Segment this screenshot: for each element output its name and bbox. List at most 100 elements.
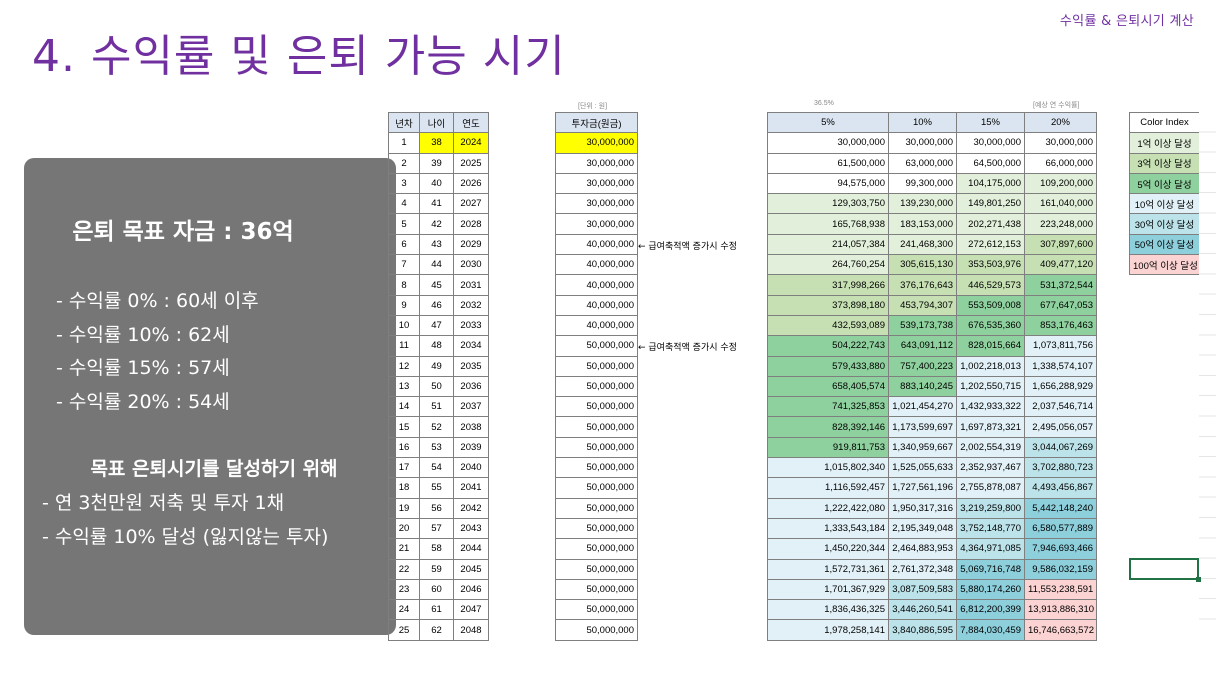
return-cell: 13,913,886,310 <box>1024 599 1097 621</box>
table-cell: 17 <box>388 457 420 479</box>
table-row: 919,811,753 1,340,959,667 2,002,554,319 3,0… <box>767 436 1097 459</box>
table-cell: 2044 <box>453 538 489 560</box>
return-cell: 1,202,550,715 <box>956 375 1025 398</box>
table-cell: 47 <box>419 314 454 337</box>
return-cell: 9,586,032,159 <box>1024 558 1097 580</box>
table-row: 579,433,880 757,400,223 1,002,218,013 1,338… <box>767 355 1097 377</box>
table-cell: 2026 <box>453 172 489 195</box>
table-cell: 52 <box>419 416 454 438</box>
return-cell: 307,897,600 <box>1024 233 1097 256</box>
return-cell: 741,325,853 <box>767 396 889 418</box>
table-row: 15 52 2038 <box>388 416 489 438</box>
table-cell: 2034 <box>453 335 489 357</box>
table-cell: 43 <box>419 233 454 256</box>
table-row: 50,000,000 <box>555 355 638 377</box>
column-header: 15% <box>956 111 1025 134</box>
return-cell: 61,500,000 <box>767 152 889 174</box>
return-line: - 수익률 10% : 62세 <box>56 324 230 346</box>
return-cell: 1,450,220,344 <box>767 538 889 560</box>
investment-cell: 50,000,000 <box>555 517 638 540</box>
return-cell: 5,069,716,748 <box>956 558 1025 580</box>
table-row: 50,000,000 <box>555 558 638 580</box>
investment-cell: 50,000,000 <box>555 578 638 601</box>
return-cell: 1,978,258,141 <box>767 619 889 641</box>
rate-label: [예상 연 수익률] <box>1033 102 1080 109</box>
return-cell: 161,040,000 <box>1024 193 1097 215</box>
table-cell: 2045 <box>453 558 489 580</box>
color-index-item: 5억 이상 달성 <box>1129 172 1200 195</box>
investment-cell: 30,000,000 <box>555 152 638 174</box>
table-row: 17 54 2040 <box>388 457 489 479</box>
table-row: 50,000,000 <box>555 416 638 438</box>
table-cell: 2 <box>388 152 420 174</box>
investment-note: ← 급여축적액 증가시 수정 <box>638 343 737 354</box>
table-cell: 20 <box>388 517 420 540</box>
table-row: 20 57 2043 <box>388 517 489 540</box>
investment-cell: 50,000,000 <box>555 457 638 479</box>
column-header: 10% <box>888 111 957 134</box>
investment-table: 투자금(원금) 30,000,000 30,000,000 30,000,000 30… <box>555 111 638 641</box>
table-cell: 2025 <box>453 152 489 174</box>
return-cell: 1,432,933,322 <box>956 396 1025 418</box>
table-row: 1 38 2024 <box>388 132 489 154</box>
table-cell: 38 <box>419 132 454 154</box>
return-cell: 3,840,886,595 <box>888 619 957 641</box>
table-cell: 2048 <box>453 619 489 641</box>
table-cell: 3 <box>388 172 420 195</box>
table-cell: 2024 <box>453 132 489 154</box>
table-row: 165,768,938 183,153,000 202,271,438 223,248… <box>767 213 1097 235</box>
table-row: 214,057,384 241,468,300 272,612,153 307,897… <box>767 233 1097 256</box>
table-cell: 41 <box>419 193 454 215</box>
table-cell: 2036 <box>453 375 489 398</box>
table-row: 50,000,000 <box>555 599 638 621</box>
return-cell: 1,340,959,667 <box>888 436 957 459</box>
table-row: 1,333,543,184 2,195,349,048 3,752,148,770 6… <box>767 517 1097 540</box>
table-row: 5 42 2028 <box>388 213 489 235</box>
table-cell: 46 <box>419 294 454 316</box>
table-row: 50,000,000 <box>555 477 638 499</box>
investment-cell: 40,000,000 <box>555 274 638 296</box>
return-cell: 165,768,938 <box>767 213 889 235</box>
investment-cell: 50,000,000 <box>555 335 638 357</box>
table-cell: 9 <box>388 294 420 316</box>
table-cell: 2032 <box>453 294 489 316</box>
column-header: 5% <box>767 111 889 134</box>
table-row: 19 56 2042 <box>388 497 489 519</box>
table-row: 1,222,422,080 1,950,317,316 3,219,259,800 5… <box>767 497 1097 519</box>
return-cell: 504,222,743 <box>767 335 889 357</box>
investment-note: ← 급여축적액 증가시 수정 <box>638 241 737 252</box>
table-row: 6 43 2029 <box>388 233 489 256</box>
table-cell: 39 <box>419 152 454 174</box>
return-cell: 1,525,055,633 <box>888 457 957 479</box>
table-cell: 2046 <box>453 578 489 601</box>
return-cell: 6,812,200,399 <box>956 599 1025 621</box>
table-row: 61,500,000 63,000,000 64,500,000 66,000,000 <box>767 152 1097 174</box>
table-row: 50,000,000 <box>555 538 638 560</box>
return-cell: 376,176,643 <box>888 274 957 296</box>
return-cell: 5,442,148,240 <box>1024 497 1097 519</box>
column-header: 연도 <box>453 111 489 134</box>
legend-row: 30억 이상 달성 <box>1129 213 1200 235</box>
table-cell: 2033 <box>453 314 489 337</box>
selected-cell[interactable] <box>1129 558 1201 582</box>
return-cell: 241,468,300 <box>888 233 957 256</box>
table-row: 16 53 2039 <box>388 436 489 459</box>
table-cell: 2038 <box>453 416 489 438</box>
return-cell: 1,173,599,697 <box>888 416 957 438</box>
return-cell: 676,535,360 <box>956 314 1025 337</box>
table-row: 1,836,436,325 3,446,260,541 6,812,200,399 1… <box>767 599 1097 621</box>
return-cell: 6,580,577,889 <box>1024 517 1097 540</box>
table-cell: 24 <box>388 599 420 621</box>
return-cell: 305,615,130 <box>888 254 957 276</box>
return-cell: 1,021,454,270 <box>888 396 957 418</box>
table-cell: 16 <box>388 436 420 459</box>
retirement-goal: 은퇴 목표 자금 : 36억 <box>72 219 294 245</box>
table-cell: 62 <box>419 619 454 641</box>
table-row: 1,701,367,929 3,087,509,583 5,880,174,260 1… <box>767 578 1097 601</box>
table-row: 40,000,000 <box>555 233 638 256</box>
return-cell: 1,338,574,107 <box>1024 355 1097 377</box>
table-row: 1,572,731,361 2,761,372,348 5,069,716,748 9… <box>767 558 1097 580</box>
return-cell: 272,612,153 <box>956 233 1025 256</box>
table-cell: 51 <box>419 396 454 418</box>
color-index-item: 3억 이상 달성 <box>1129 152 1200 174</box>
